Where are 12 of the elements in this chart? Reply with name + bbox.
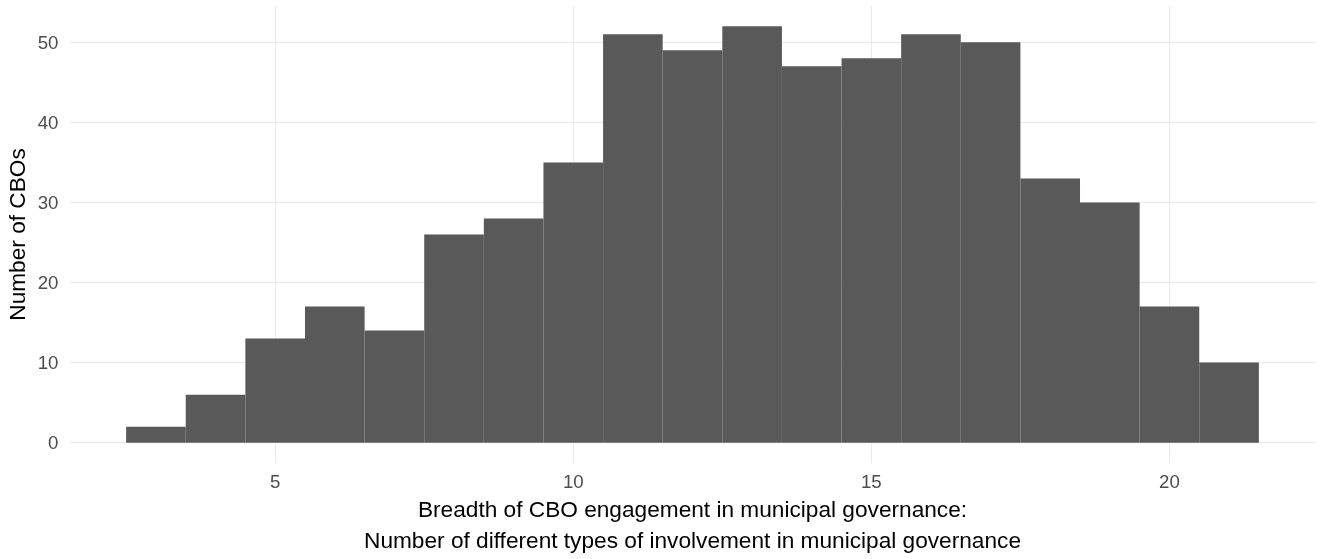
y-axis-title: Number of CBOs: [3, 148, 30, 321]
x-tick-label: 20: [1159, 470, 1180, 492]
x-tick-label: 10: [562, 470, 584, 492]
x-tick-label: 15: [860, 470, 882, 492]
y-tick-label: 0: [48, 432, 59, 454]
y-tick-label: 50: [37, 31, 59, 53]
x-axis-title: Breadth of CBO engagement in municipal governance: Number of different types of involvement in municipal governance: [364, 495, 1021, 553]
y-tick-label: 30: [37, 191, 59, 213]
y-tick-label: 40: [37, 111, 59, 133]
y-tick-label: 20: [37, 272, 59, 294]
y-tick-label: 10: [37, 352, 59, 374]
x-tick-label: 5: [269, 470, 281, 492]
